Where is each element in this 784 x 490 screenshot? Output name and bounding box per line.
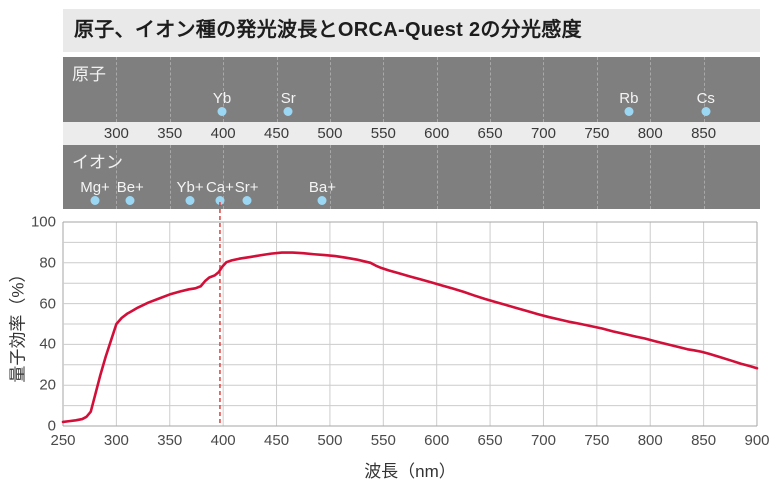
- y-tick-label: 0: [47, 417, 56, 435]
- band-gridline: [223, 57, 225, 122]
- x-tick-label: 300: [103, 432, 129, 449]
- scale-tick-label: 550: [370, 125, 396, 142]
- x-tick-label: 800: [637, 432, 663, 449]
- atom-marker-dot: [701, 107, 711, 116]
- band-gridline: [490, 145, 492, 209]
- atom-marker-label: Rb: [619, 90, 639, 107]
- band-gridline: [650, 145, 652, 209]
- band-gridline: [596, 145, 598, 209]
- x-tick-label: 900: [744, 432, 770, 449]
- band-gridline: [543, 145, 545, 209]
- band-gridline: [329, 145, 331, 209]
- scale-tick-label: 350: [157, 125, 183, 142]
- scale-tick-label: 700: [530, 125, 556, 142]
- band-gridline: [223, 145, 225, 209]
- band-gridline: [169, 145, 171, 209]
- band-gridline: [490, 57, 492, 122]
- band-gridline: [169, 57, 171, 122]
- band-gridline: [116, 57, 118, 122]
- y-tick-label: 20: [39, 376, 56, 394]
- x-tick-label: 600: [424, 432, 450, 449]
- ion-marker-label: Ba+: [308, 179, 336, 196]
- figure-title: 原子、イオン種の発光波長とORCA-Quest 2の分光感度: [63, 9, 760, 52]
- atoms-band: 原子 Yb Sr Rb Cs: [63, 57, 760, 122]
- atom-marker-dot: [283, 107, 293, 116]
- y-tick-label: 40: [39, 335, 56, 353]
- x-tick-label: 750: [584, 432, 610, 449]
- scale-tick-label: 400: [210, 125, 236, 142]
- band-gridline: [116, 145, 118, 209]
- y-tick-label: 80: [39, 254, 56, 272]
- ions-band: イオン Mg+ Be+ Yb+ Ca+ Sr+ Ba+: [63, 145, 760, 209]
- wavelength-scale-row: 300 350 400 450 500 550 600 650 700 750 800 850: [63, 122, 760, 145]
- scale-tick-label: 850: [691, 125, 717, 142]
- band-gridline: [276, 57, 278, 122]
- ion-marker-dot: [125, 196, 135, 205]
- x-tick-label: 400: [210, 432, 236, 449]
- x-tick-label: 850: [691, 432, 717, 449]
- ion-marker-dot: [317, 196, 327, 205]
- x-tick-label: 700: [530, 432, 556, 449]
- x-axis-title: 波長（nm）: [364, 462, 456, 481]
- ion-marker-dot: [185, 196, 195, 205]
- x-tick-label: 350: [157, 432, 183, 449]
- band-gridline: [383, 145, 385, 209]
- band-gridline: [650, 57, 652, 122]
- ion-marker-label: Be+: [116, 179, 144, 196]
- x-tick-label: 650: [477, 432, 503, 449]
- band-gridline: [703, 57, 705, 122]
- scale-tick-label: 650: [477, 125, 503, 142]
- atom-marker-label: Cs: [696, 90, 715, 107]
- ion-marker-label: Yb+: [176, 179, 204, 196]
- scale-tick-label: 450: [264, 125, 290, 142]
- ion-marker-dot: [242, 196, 252, 205]
- scale-tick-label: 500: [317, 125, 343, 142]
- scale-tick-label: 600: [424, 125, 450, 142]
- x-tick-label: 250: [50, 432, 76, 449]
- atom-marker-label: Sr: [280, 90, 296, 107]
- atom-marker-dot: [217, 107, 227, 116]
- y-tick-label: 60: [39, 295, 56, 313]
- ion-marker-label: Ca+: [205, 179, 234, 196]
- y-tick-label: 100: [30, 213, 56, 231]
- band-gridline: [436, 145, 438, 209]
- band-gridline: [543, 57, 545, 122]
- scale-tick-label: 300: [103, 125, 129, 142]
- y-axis-title: 量子効率（%）: [8, 265, 28, 383]
- scale-tick-label: 800: [637, 125, 663, 142]
- ion-marker-label: Sr+: [234, 179, 259, 196]
- band-gridline: [276, 145, 278, 209]
- x-tick-label: 500: [317, 432, 343, 449]
- band-gridline: [383, 57, 385, 122]
- band-gridline: [329, 57, 331, 122]
- scale-tick-label: 750: [584, 125, 610, 142]
- x-tick-label: 450: [264, 432, 290, 449]
- x-tick-label: 550: [370, 432, 396, 449]
- band-gridline: [596, 57, 598, 122]
- band-gridline: [436, 57, 438, 122]
- atom-marker-dot: [624, 107, 634, 116]
- ion-marker-dot: [215, 196, 225, 205]
- ion-marker-dot: [90, 196, 100, 205]
- atoms-band-label: 原子: [72, 65, 106, 84]
- band-gridline: [703, 145, 705, 209]
- qe-curve: [61, 251, 759, 424]
- ion-marker-label: Mg+: [80, 179, 110, 196]
- atom-marker-label: Yb: [212, 90, 232, 107]
- ions-band-label: イオン: [72, 153, 123, 172]
